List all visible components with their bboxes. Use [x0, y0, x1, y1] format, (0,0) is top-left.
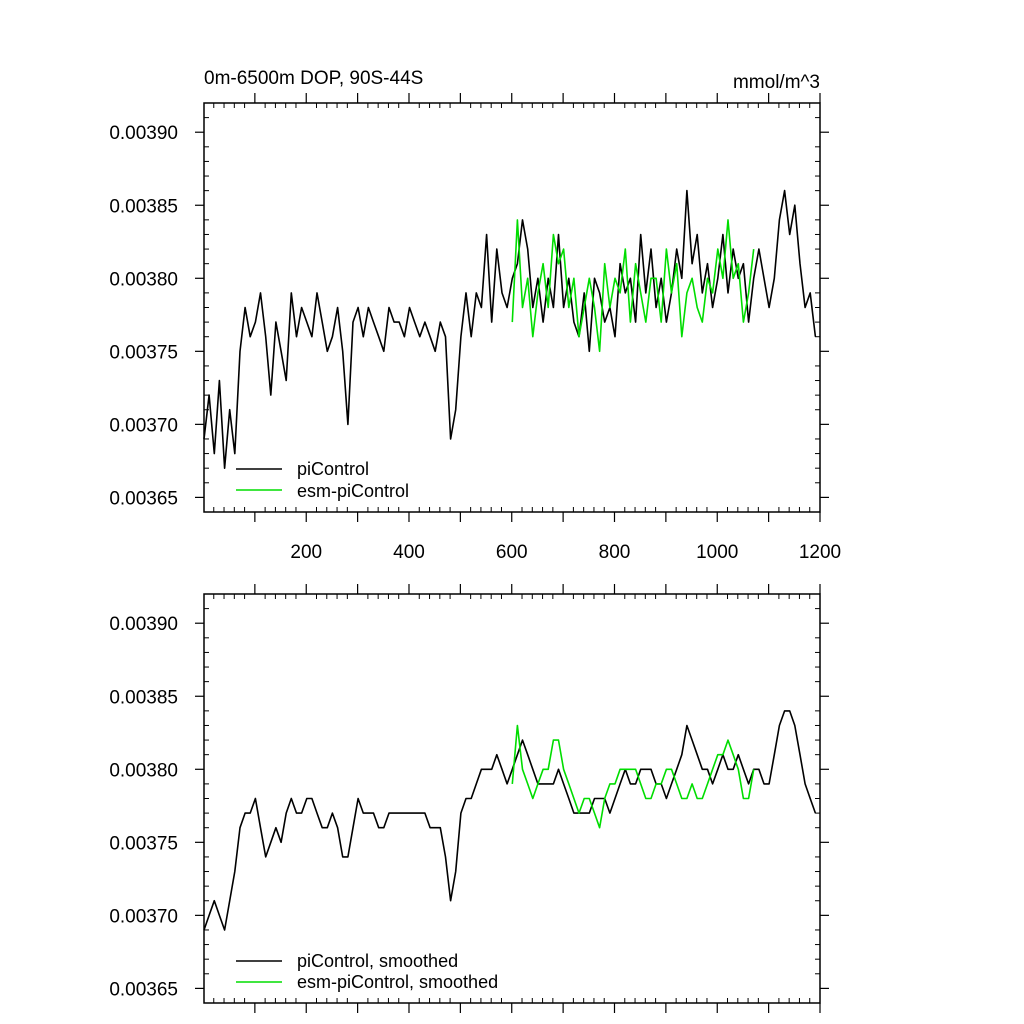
bottom-panel-series [203, 710, 817, 931]
top-panel-units: mmol/m^3 [733, 72, 820, 93]
y-tick-label: 0.00375 [109, 342, 178, 363]
top-panel-legend: piControl esm-piControl [236, 459, 409, 501]
bottom-panel: 0.00365 0.00370 0.00375 0.00380 0.00385 0.003… [109, 584, 829, 1013]
legend-label-esm-picontrol-smoothed: esm-piControl, smoothed [297, 972, 498, 992]
series-line-esm-picontrol [511, 219, 755, 353]
y-tick-label: 0.00385 [109, 687, 178, 708]
x-tick-label: 400 [393, 542, 425, 563]
legend-label-picontrol-smoothed: piControl, smoothed [297, 951, 458, 971]
y-tick-label: 0.00365 [109, 979, 178, 1000]
y-tick-label: 0.00370 [109, 415, 178, 436]
y-tick-label: 0.00390 [109, 614, 178, 635]
bottom-panel-frame [203, 593, 821, 1004]
top-panel-title: 0m-6500m DOP, 90S-44S [204, 68, 423, 89]
legend-label-picontrol: piControl [297, 459, 369, 479]
x-tick-label: 200 [290, 542, 322, 563]
y-tick-label: 0.00365 [109, 488, 178, 509]
y-tick-label: 0.00375 [109, 833, 178, 854]
series-line-picontrol-smoothed [203, 710, 817, 931]
top-panel-frame [203, 102, 821, 513]
y-tick-label: 0.00385 [109, 196, 178, 217]
top-panel: 0m-6500m DOP, 90S-44S mmol/m^3 200 400 600… [109, 68, 841, 563]
y-tick-label: 0.00380 [109, 269, 178, 290]
x-tick-label: 1000 [696, 542, 738, 563]
x-tick-label: 1200 [799, 542, 841, 563]
series-line-picontrol [203, 189, 817, 470]
legend-label-esm-picontrol: esm-piControl [297, 481, 409, 501]
y-tick-label: 0.00390 [109, 123, 178, 144]
bottom-panel-ticks: 0.00365 0.00370 0.00375 0.00380 0.00385 0.003… [109, 584, 829, 1013]
y-tick-label: 0.00370 [109, 906, 178, 927]
bottom-panel-legend: piControl, smoothed esm-piControl, smoot… [236, 951, 498, 992]
top-panel-ticks: 200 400 600 800 1000 1200 0.00365 0.00370 0.0037… [109, 93, 841, 563]
x-tick-label: 800 [599, 542, 631, 563]
series-line-esm-picontrol-smoothed [511, 724, 755, 829]
x-tick-label: 600 [496, 542, 528, 563]
top-panel-series [203, 189, 817, 470]
y-tick-label: 0.00380 [109, 760, 178, 781]
